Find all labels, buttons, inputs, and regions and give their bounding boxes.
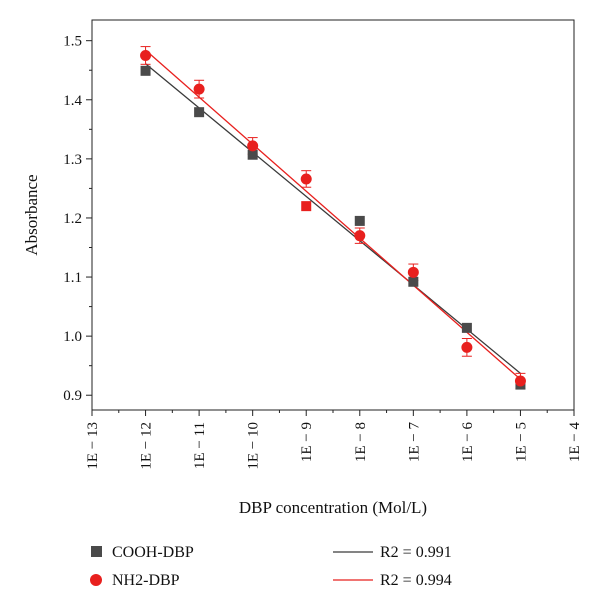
x-tick-label: 1E − 9: [299, 422, 315, 462]
x-tick-label: 1E − 7: [406, 422, 422, 463]
y-tick-label: 1.3: [63, 152, 82, 168]
legend-marker-cooh-dbp: [91, 546, 102, 557]
data-points: [140, 49, 526, 390]
x-tick-label: 1E − 5: [513, 422, 529, 462]
point-nh2-dbp: [407, 266, 419, 278]
legend-label-r2-0991: R2 = 0.991: [380, 544, 452, 561]
x-axis-title: DBP concentration (Mol/L): [239, 498, 427, 517]
y-axis-title: Absorbance: [22, 174, 41, 255]
y-tick-label: 1.2: [63, 211, 82, 227]
y-tick-label: 1.4: [63, 93, 82, 109]
legend-label-r2-0994: R2 = 0.994: [380, 572, 452, 589]
x-tick-label: 1E − 4: [567, 422, 583, 463]
x-tick-label: 1E − 6: [460, 422, 476, 463]
point-cooh-dbp: [354, 215, 365, 226]
point-nh2-dbp: [193, 83, 205, 95]
fit-lines: [145, 49, 521, 380]
point-nh2-dbp: [247, 140, 259, 152]
point-cooh-dbp: [408, 276, 419, 287]
point-nh2-dbp: [300, 173, 312, 185]
point-nh2-dbp: [514, 375, 526, 387]
legend-marker-nh2-dbp: [90, 574, 102, 586]
fit-line-r2-0-994: [145, 49, 521, 380]
y-axis: 0.9 1.0 1.1 1.2 1.3 1.4 1.5: [63, 34, 92, 404]
point-nh2-dbp: [461, 341, 473, 353]
point-nh2-dbp: [354, 230, 366, 242]
x-tick-label: 1E − 8: [353, 422, 369, 462]
y-tick-label: 1.0: [63, 329, 82, 345]
point-cooh-dbp: [301, 201, 312, 212]
point-cooh-dbp: [194, 107, 205, 118]
point-cooh-dbp: [140, 65, 151, 76]
legend: COOH-DBP NH2-DBP R2 = 0.991 R2 = 0.994: [90, 544, 452, 589]
legend-label-nh2-dbp: NH2-DBP: [112, 572, 180, 589]
y-tick-label: 0.9: [63, 388, 82, 404]
x-tick-label: 1E − 11: [192, 422, 208, 469]
legend-label-cooh-dbp: COOH-DBP: [112, 544, 194, 561]
error-bars: [140, 46, 526, 390]
point-cooh-dbp: [461, 322, 472, 333]
x-axis: 1E − 13 1E − 12 1E − 11 1E − 10 1E − 9 1E − 8…: [85, 410, 583, 470]
point-nh2-dbp: [140, 49, 152, 61]
point-cooh-dbp: [247, 149, 258, 160]
y-tick-label: 1.1: [63, 270, 82, 286]
fit-line-r2-0-991: [145, 63, 521, 374]
x-tick-label: 1E − 12: [139, 422, 155, 470]
y-tick-label: 1.5: [63, 34, 82, 50]
x-tick-label: 1E − 13: [85, 422, 101, 470]
x-tick-label: 1E − 10: [246, 422, 262, 470]
